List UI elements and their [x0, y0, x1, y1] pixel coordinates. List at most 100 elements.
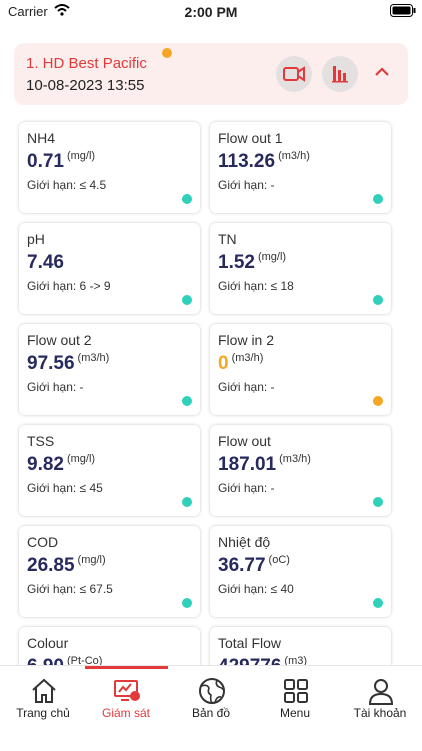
active-indicator	[85, 666, 168, 669]
value-number: 7.46	[27, 252, 64, 273]
parameter-card: TSS 9.82 (mg/l) Giới hạn: ≤ 45	[19, 425, 200, 516]
value-number: 97.56	[27, 353, 75, 374]
parameter-name: Flow out	[218, 433, 271, 449]
parameter-limit: Giới hạn: -	[218, 380, 275, 394]
value-number: 26.85	[27, 555, 75, 576]
battery-icon	[390, 4, 416, 17]
tab[interactable]: Bản đồ	[169, 666, 253, 751]
parameter-card: Flow out 187.01 (m3/h) Giới hạn: -	[210, 425, 391, 516]
tab-icon	[32, 678, 56, 703]
value-unit: (mg/l)	[77, 554, 106, 566]
parameter-name: pH	[27, 231, 45, 247]
parameter-limit: Giới hạn: ≤ 4.5	[27, 178, 107, 192]
value-unit: (m3/h)	[77, 352, 110, 364]
tab-icon	[199, 678, 225, 704]
value-number: 6.90	[27, 656, 64, 665]
status-dot	[182, 295, 192, 305]
tab-icon	[114, 680, 140, 701]
value-number: 113.26	[218, 151, 276, 172]
parameter-card: TN 1.52 (mg/l) Giới hạn: ≤ 18	[210, 223, 391, 314]
parameter-value: 97.56 (m3/h)	[27, 352, 110, 375]
status-dot	[182, 396, 192, 406]
tab-label: Giám sát	[101, 706, 150, 720]
value-number: 187.01	[218, 454, 277, 475]
value-unit: (mg/l)	[257, 251, 287, 263]
value-unit: (m3/h)	[278, 150, 310, 162]
status-dot	[162, 48, 172, 58]
tab-label: Tài khoản	[353, 706, 407, 720]
value-number: 429776	[218, 656, 281, 665]
value-number: 9.82	[27, 454, 64, 475]
collapse-button[interactable]	[374, 66, 390, 78]
value-unit: (m3/h)	[279, 453, 311, 465]
parameter-limit: Giới hạn: ≤ 45	[27, 481, 103, 495]
camera-button[interactable]	[275, 55, 313, 93]
tab[interactable]: Giám sát	[84, 666, 168, 751]
parameter-value: 9.82 (mg/l)	[27, 453, 96, 476]
tab-label: Bản đồ	[191, 706, 231, 720]
parameter-limit: Giới hạn: ≤ 18	[218, 279, 294, 293]
value-unit: (mg/l)	[66, 150, 96, 162]
time: 2:00 PM	[184, 4, 238, 20]
parameter-name: TSS	[27, 433, 55, 449]
station-header: 1. HD Best Pacific 10-08-2023 13:55	[14, 43, 408, 105]
parameter-card: Colour 6.90(Pt-Co)	[19, 627, 200, 665]
parameter-limit: Giới hạn: -	[27, 380, 84, 394]
tab-icon	[284, 679, 308, 703]
value-unit: (m3)	[284, 655, 308, 665]
status-dot	[373, 598, 383, 608]
station-title: 1. HD Best Pacific	[26, 55, 147, 72]
value-number: 0.71	[27, 151, 64, 172]
parameter-name: Nhiệt độ	[218, 534, 271, 550]
parameter-card: Nhiệt độ 36.77 (oC) Giới hạn: ≤ 40	[210, 526, 391, 617]
parameter-name: NH4	[27, 130, 56, 146]
tab-label: Trang chủ	[16, 706, 70, 720]
status-dot	[373, 194, 383, 204]
parameter-name: Total Flow	[218, 635, 282, 651]
parameter-card: Flow out 2 97.56 (m3/h) Giới hạn: -	[19, 324, 200, 415]
tab-icon	[368, 679, 394, 705]
tab[interactable]: Tài khoản	[338, 666, 422, 751]
parameter-limit: Giới hạn: -	[218, 481, 275, 495]
chart-button[interactable]	[321, 55, 359, 93]
parameter-limit: Giới hạn: ≤ 40	[218, 582, 294, 596]
status-dot	[182, 497, 192, 507]
parameter-name: COD	[27, 534, 59, 550]
value-number: 1.52	[218, 252, 255, 273]
parameter-value: 429776(m3)	[218, 655, 308, 665]
parameter-value: 187.01 (m3/h)	[218, 453, 311, 476]
tab[interactable]: Menu	[253, 666, 337, 751]
parameter-value: 36.77 (oC)	[218, 554, 290, 577]
wifi-icon	[54, 4, 70, 16]
value-unit: (Pt-Co)	[66, 655, 103, 665]
parameter-limit: Giới hạn: ≤ 67.5	[27, 582, 113, 596]
station-datetime: 10-08-2023 13:55	[26, 77, 145, 94]
value-unit: (oC)	[268, 554, 290, 566]
parameter-name: TN	[218, 231, 237, 247]
status-dot	[182, 598, 192, 608]
value-unit: (mg/l)	[66, 453, 96, 465]
parameter-value: 26.85 (mg/l)	[27, 554, 106, 577]
tab-bar: Trang chủ Giám sát Bản đồ Menu Tài khoản	[0, 665, 422, 751]
parameter-name: Flow out 1	[218, 130, 283, 146]
status-dot	[373, 295, 383, 305]
parameter-value: 0 (m3/h)	[218, 352, 264, 375]
value-unit: (m3/h)	[231, 352, 264, 364]
tab[interactable]: Trang chủ	[1, 666, 85, 751]
value-number: 36.77	[218, 555, 266, 576]
parameter-card: Flow out 1 113.26 (m3/h) Giới hạn: -	[210, 122, 391, 213]
status-dot	[373, 396, 383, 406]
parameter-limit: Giới hạn: -	[218, 178, 275, 192]
parameter-value: 1.52 (mg/l)	[218, 251, 287, 274]
parameter-card: pH 7.46 Giới hạn: 6 -> 9	[19, 223, 200, 314]
parameter-card: COD 26.85 (mg/l) Giới hạn: ≤ 67.5	[19, 526, 200, 617]
parameter-list: NH4 0.71 (mg/l) Giới hạn: ≤ 4.5 Flow out 1 11…	[0, 112, 422, 665]
parameter-limit: Giới hạn: 6 -> 9	[27, 279, 111, 293]
carrier: Carrier	[8, 4, 48, 19]
parameter-card: NH4 0.71 (mg/l) Giới hạn: ≤ 4.5	[19, 122, 200, 213]
parameter-value: 7.46	[27, 252, 64, 274]
tab-label: Menu	[279, 706, 311, 720]
parameter-name: Flow out 2	[27, 332, 92, 348]
status-dot	[182, 194, 192, 204]
value-number: 0	[218, 353, 229, 374]
